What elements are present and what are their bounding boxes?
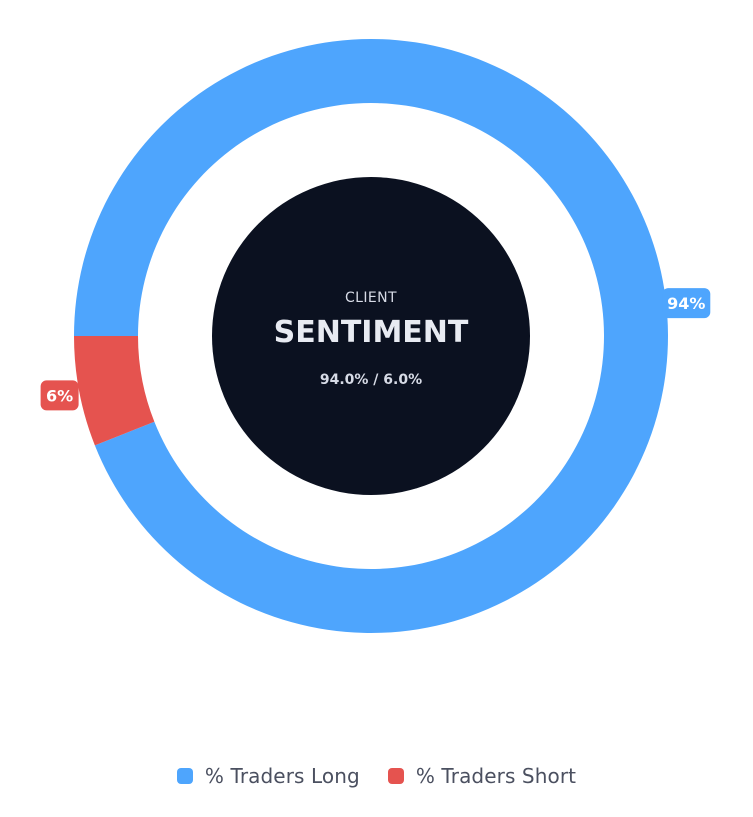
slice-short[interactable]	[74, 336, 155, 446]
data-label-box-short	[40, 380, 79, 411]
legend-label-long: % Traders Long	[204, 764, 360, 788]
legend-label-short: % Traders Short	[415, 764, 577, 788]
legend-item-short[interactable]: % Traders Short	[387, 764, 577, 788]
donut-slices	[74, 38, 668, 634]
center-ratio: 94.0% / 6.0%	[320, 372, 422, 388]
legend-swatch-short	[387, 768, 404, 784]
legend: % Traders Long % Traders Short	[0, 764, 753, 788]
legend-item-long[interactable]: % Traders Long	[176, 764, 360, 788]
data-label-box-long	[662, 288, 711, 319]
data-labels: 94% 6%	[40, 288, 711, 411]
data-label-long: 94%	[667, 294, 705, 313]
center-title: SENTIMENT	[274, 315, 469, 350]
legend-swatch-long	[176, 768, 193, 784]
center-disc	[212, 177, 530, 495]
data-label-short: 6%	[46, 386, 73, 405]
center-kicker: CLIENT	[345, 290, 397, 306]
